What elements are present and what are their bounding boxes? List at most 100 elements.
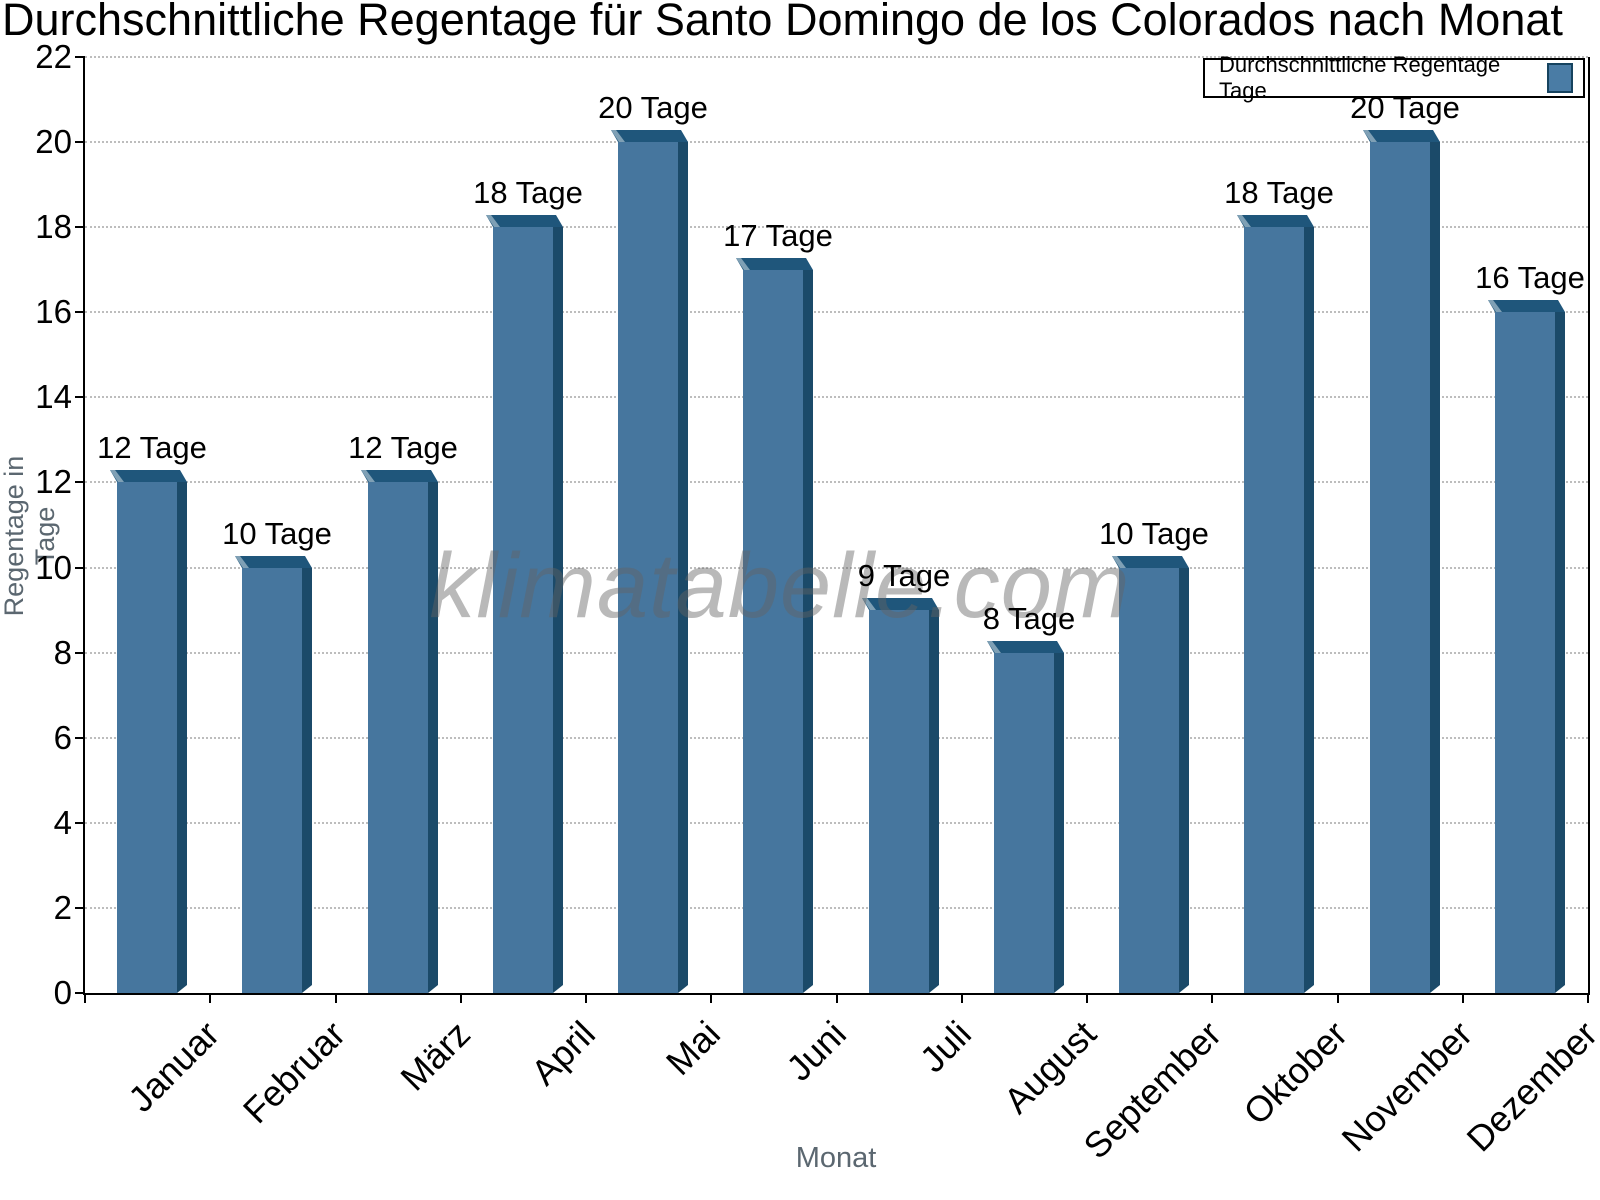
- bar-side-face: [1430, 142, 1440, 993]
- bar-top-face: [361, 470, 438, 482]
- x-axis-tick: [836, 993, 838, 1003]
- bar: [1370, 142, 1430, 993]
- y-grid-line: [85, 906, 1588, 909]
- chart-title: Durchschnittliche Regentage für Santo Do…: [2, 0, 1563, 45]
- y-axis-tick: [75, 481, 85, 484]
- legend-swatch-icon: [1547, 63, 1573, 93]
- y-tick-label: 0: [53, 974, 72, 1011]
- bar-value-label: 17 Tage: [723, 218, 833, 253]
- y-axis-tick: [75, 311, 85, 314]
- bar: [1495, 312, 1555, 993]
- y-grid-line: [85, 396, 1588, 399]
- y-axis-tick: [75, 736, 85, 739]
- legend-label: Durchschnittliche Regentage Tage: [1219, 52, 1501, 103]
- bar-value-label: 20 Tage: [598, 90, 708, 125]
- y-axis-tick: [75, 141, 85, 144]
- bar: [1244, 227, 1304, 993]
- y-tick-label: 8: [53, 633, 72, 671]
- y-tick-label: 6: [53, 718, 72, 756]
- y-tick-label: 4: [53, 803, 72, 841]
- bar: [117, 482, 177, 993]
- x-axis-tick: [1462, 993, 1464, 1003]
- y-axis-tick: [75, 906, 85, 909]
- y-tick-label: 22: [35, 38, 72, 75]
- y-tick-label: 18: [35, 208, 72, 246]
- x-axis-tick: [585, 993, 587, 1003]
- y-axis-tick: [75, 396, 85, 399]
- bar: [242, 568, 302, 993]
- bar-side-face: [428, 482, 438, 993]
- bar-side-face: [177, 482, 187, 993]
- x-axis-tick: [1211, 993, 1213, 1003]
- bar-value-label: 10 Tage: [1099, 516, 1209, 551]
- y-grid-line: [85, 311, 1588, 314]
- y-tick-label: 2: [53, 888, 72, 926]
- y-tick-label: 14: [35, 378, 72, 416]
- y-tick-label: 20: [35, 123, 72, 161]
- y-axis-tick: [75, 56, 85, 58]
- bar-side-face: [302, 568, 312, 993]
- bar-value-label: 18 Tage: [473, 175, 583, 210]
- y-axis-line: [83, 57, 85, 995]
- x-axis-tick: [84, 993, 86, 1003]
- x-axis-tick: [1086, 993, 1088, 1003]
- y-axis-tick: [75, 651, 85, 654]
- bar: [1119, 568, 1179, 993]
- y-grid-line: [85, 141, 1588, 144]
- legend: Durchschnittliche Regentage Tage: [1203, 52, 1585, 103]
- bar-side-face: [1555, 312, 1565, 993]
- y-tick-label: 16: [35, 293, 72, 331]
- x-axis-tick: [710, 993, 712, 1003]
- bar-value-label: 9 Tage: [857, 558, 951, 593]
- bar-side-face: [1054, 653, 1064, 993]
- bar-value-label: 16 Tage: [1475, 260, 1585, 295]
- bar-top-face: [1237, 215, 1314, 227]
- bar: [869, 610, 929, 993]
- bar-top-face: [862, 598, 939, 610]
- y-grid-line: [85, 821, 1588, 824]
- bar-side-face: [929, 610, 939, 993]
- bar-top-face: [987, 641, 1064, 653]
- bar-side-face: [553, 227, 563, 993]
- bar-top-face: [1488, 300, 1565, 312]
- bar-value-label: 18 Tage: [1224, 175, 1334, 210]
- x-axis-tick: [1587, 993, 1589, 1003]
- x-axis-tick: [1337, 993, 1339, 1003]
- y-axis-tick: [75, 821, 85, 824]
- bar: [743, 270, 803, 993]
- y-grid-line: [85, 226, 1588, 229]
- bar-value-label: 8 Tage: [982, 601, 1076, 636]
- bar-value-label: 12 Tage: [97, 430, 207, 465]
- y-grid-line: [85, 56, 1588, 58]
- y-tick-label: 10: [35, 548, 72, 586]
- bar-top-face: [736, 258, 813, 270]
- y-tick-label: 12: [35, 463, 72, 501]
- bar: [493, 227, 553, 993]
- x-axis-tick: [460, 993, 462, 1003]
- bar-top-face: [1363, 130, 1440, 142]
- x-axis-title: Monat: [795, 1142, 877, 1174]
- right-axis-line: [1588, 57, 1590, 995]
- x-axis-line: [83, 993, 1590, 995]
- bar-top-face: [110, 470, 187, 482]
- bar-side-face: [1179, 568, 1189, 993]
- x-axis-tick: [961, 993, 963, 1003]
- watermark: klimatabelle.com: [429, 535, 1131, 637]
- y-axis-tick: [75, 992, 85, 994]
- bar: [994, 653, 1054, 993]
- bar: [618, 142, 678, 993]
- y-grid-line: [85, 566, 1588, 569]
- bar-top-face: [486, 215, 563, 227]
- bar-side-face: [678, 142, 688, 993]
- y-axis-tick: [75, 566, 85, 569]
- bar: [368, 482, 428, 993]
- bar-top-face: [611, 130, 688, 142]
- bar-side-face: [1304, 227, 1314, 993]
- bar-top-face: [235, 556, 312, 568]
- bar-top-face: [1112, 556, 1189, 568]
- bar-value-label: 10 Tage: [222, 516, 332, 551]
- bar-value-label: 12 Tage: [348, 430, 458, 465]
- y-grid-line: [85, 736, 1588, 739]
